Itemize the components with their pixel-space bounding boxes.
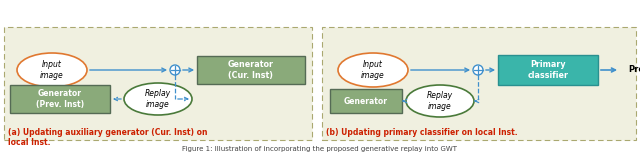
Text: Input
image: Input image [40, 60, 64, 80]
Ellipse shape [17, 53, 87, 87]
Text: (b) Updating primary classifier on local Inst.: (b) Updating primary classifier on local… [326, 128, 518, 137]
FancyBboxPatch shape [10, 85, 110, 113]
Ellipse shape [338, 53, 408, 87]
Ellipse shape [124, 83, 192, 115]
Text: (a) Updating auxiliary generator (Cur. Inst) on
local Inst.: (a) Updating auxiliary generator (Cur. I… [8, 128, 207, 147]
FancyBboxPatch shape [330, 89, 402, 113]
Circle shape [170, 65, 180, 75]
Text: Generator: Generator [344, 97, 388, 106]
FancyBboxPatch shape [498, 55, 598, 85]
Text: Generator
(Prev. Inst): Generator (Prev. Inst) [36, 89, 84, 109]
Bar [4, 27, 312, 140]
Text: Primary
classifier: Primary classifier [527, 60, 568, 80]
Ellipse shape [406, 85, 474, 117]
Text: Generator
(Cur. Inst): Generator (Cur. Inst) [228, 60, 274, 80]
Circle shape [473, 65, 483, 75]
Text: Prediction: Prediction [628, 65, 640, 75]
Text: Replay
image: Replay image [145, 89, 171, 109]
Bar [322, 27, 636, 140]
Text: Replay
image: Replay image [427, 91, 453, 111]
FancyBboxPatch shape [197, 56, 305, 84]
Text: Figure 1: Illustration of incorporating the proposed generative replay into GWT: Figure 1: Illustration of incorporating … [182, 146, 458, 152]
Text: Input
image: Input image [361, 60, 385, 80]
